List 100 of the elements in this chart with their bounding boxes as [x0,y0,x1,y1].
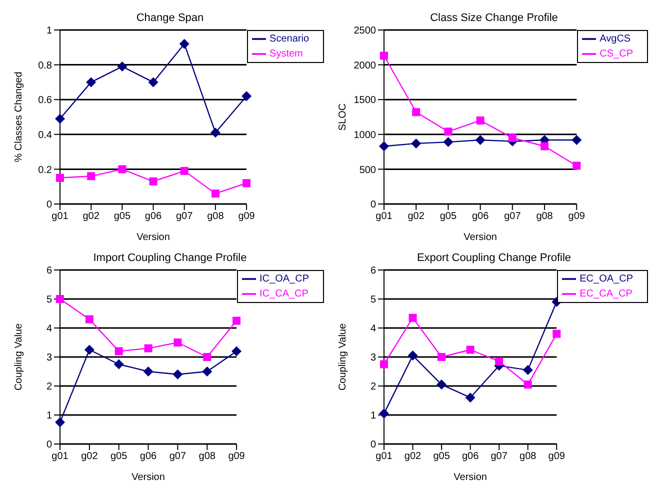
x-tick-label: g06 [144,211,162,222]
x-tick-label: g07 [176,211,194,222]
y-tick-label: 0 [370,200,376,211]
point [148,77,158,88]
point [380,360,388,368]
x-tick-label: g02 [408,211,425,222]
x-axis-title: Version [464,232,497,243]
x-tick-label: g02 [82,211,100,222]
point [210,128,220,138]
point [572,162,581,170]
y-axis-title: % Classes Changed [14,72,25,162]
x-tick-label: g02 [404,451,422,462]
point [179,38,190,49]
point [572,134,582,145]
y-tick-label: 3 [370,352,376,364]
point [444,128,452,136]
y-axis-title: SLOC [338,103,349,131]
y-tick-label: 4 [370,324,376,335]
point [85,315,94,324]
x-tick-label: g08 [536,211,554,222]
point [465,392,476,403]
point [412,108,420,116]
point [242,91,252,102]
point [143,366,154,376]
x-tick-label: g08 [520,451,537,462]
x-axis-title: Version [454,472,487,483]
x-axis-title: Version [136,232,170,243]
point [144,344,152,352]
point [211,190,220,198]
y-tick-label: 4 [46,324,52,335]
point [408,314,417,322]
x-tick-label: g06 [462,451,480,462]
y-tick-label: 0 [370,440,376,451]
x-tick-label: g06 [140,451,158,462]
y-tick-label: 5 [370,294,376,306]
y-tick-label: 1500 [354,95,376,106]
y-tick-label: 0.2 [38,164,52,176]
y-axis-title: Coupling Value [14,323,25,391]
point [438,353,446,361]
x-tick-label: g06 [472,211,490,222]
point [180,166,188,175]
point [118,165,126,174]
x-tick-label: g08 [207,211,224,222]
x-tick-label: g05 [440,211,457,222]
point [242,179,251,188]
y-tick-label: 0.8 [38,60,52,72]
point [172,369,183,380]
y-tick-label: 0.4 [38,130,52,141]
point [55,417,65,428]
x-tick-label: g05 [110,451,128,462]
legend-label: CS_CP [600,48,633,60]
x-tick-label: g09 [568,211,586,222]
point [84,344,94,355]
x-tick-label: g01 [52,451,69,462]
point [56,295,64,303]
point [380,52,388,60]
x-tick-label: g08 [198,451,216,462]
y-tick-label: 500 [359,164,376,176]
x-tick-label: g01 [376,211,393,222]
point [436,380,447,390]
x-tick-label: g09 [238,211,256,222]
point [508,134,516,142]
x-tick-label: g01 [52,211,69,222]
point [522,365,533,376]
point [475,134,486,145]
point [443,137,454,148]
y-tick-label: 2 [46,382,52,393]
x-tick-label: g07 [490,451,508,462]
legend-label: EC_OA_CP [580,274,633,285]
point [524,380,532,389]
point [476,116,484,124]
y-tick-label: 6 [370,266,376,277]
y-tick-label: 1 [370,410,376,422]
chart-title: Export Coupling Change Profile [416,252,572,264]
x-tick-label: g09 [228,451,246,462]
x-tick-label: g02 [81,451,98,462]
y-tick-label: 1000 [354,130,376,141]
y-tick-label: 5 [46,294,52,306]
legend-label: System [270,48,303,60]
legend-label: Scenario [270,34,309,45]
x-tick-label: g05 [114,211,131,222]
point [114,359,124,370]
point [552,330,561,338]
y-axis-title: Coupling Value [338,323,349,391]
legend-label: IC_OA_CP [260,274,309,285]
point [466,346,474,354]
point [87,172,96,180]
point [540,142,549,150]
point [232,316,241,325]
point [174,338,182,346]
y-tick-label: 2000 [354,60,376,72]
y-tick-label: 0.6 [38,95,52,106]
x-axis-title: Version [132,472,165,483]
y-tick-label: 2500 [354,26,376,37]
chart-title: Class Size Change Profile [429,12,559,24]
x-tick-label: g09 [548,451,566,462]
x-tick-label: g01 [376,451,393,462]
x-tick-label: g07 [504,211,522,222]
chart-title: Import Coupling Change Profile [92,252,248,264]
point [55,114,65,124]
